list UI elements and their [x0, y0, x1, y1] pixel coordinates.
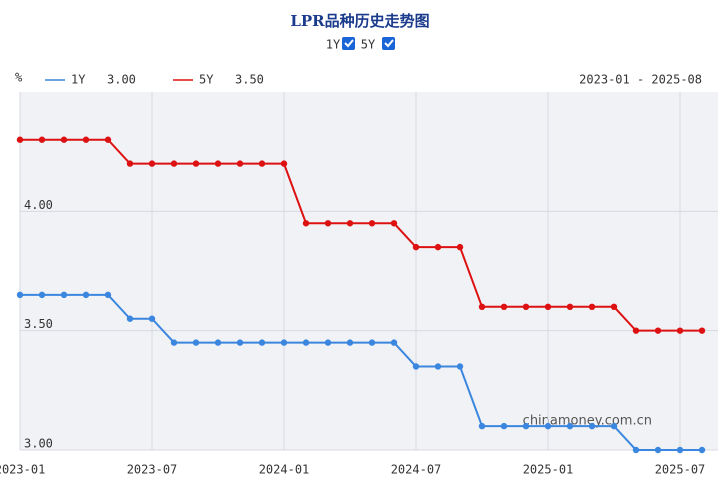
data-point	[544, 303, 552, 310]
data-point	[236, 160, 244, 167]
data-point	[390, 339, 398, 346]
x-tick-label: 2023-01	[0, 463, 45, 477]
legend-label: 5Y	[199, 73, 214, 87]
data-point	[60, 291, 68, 299]
data-point	[456, 363, 464, 370]
checkbox[interactable]	[342, 37, 355, 50]
series-line	[20, 138, 702, 332]
data-point	[632, 327, 640, 334]
data-point	[38, 136, 46, 143]
data-point	[500, 422, 508, 430]
toggle-label: 5Y	[361, 38, 376, 52]
data-point	[368, 220, 376, 227]
data-point	[82, 136, 90, 143]
data-point	[148, 315, 156, 322]
data-point	[412, 243, 420, 251]
data-point	[412, 363, 420, 370]
y-tick-label: 4.00	[24, 198, 53, 212]
toggle-label: 1Y	[326, 38, 341, 52]
x-tick-label: 2023-07	[127, 463, 178, 477]
data-point	[302, 339, 310, 346]
data-point	[346, 339, 354, 346]
data-point	[280, 160, 288, 167]
data-point	[104, 291, 112, 299]
x-tick-label: 2024-07	[391, 463, 442, 477]
data-point	[390, 220, 398, 227]
data-point	[654, 446, 662, 454]
data-point	[478, 303, 486, 310]
x-tick-label: 2025-07	[655, 463, 706, 477]
plot-area	[20, 92, 718, 450]
data-point	[324, 220, 332, 227]
y-tick-label: 3.00	[24, 437, 53, 451]
legend-label: 1Y	[71, 73, 86, 87]
data-point	[104, 136, 112, 143]
data-point	[676, 327, 684, 334]
data-point	[214, 160, 222, 167]
y-unit: %	[15, 71, 23, 85]
data-point	[698, 327, 706, 334]
data-point	[346, 220, 354, 227]
data-point	[258, 160, 266, 167]
data-point	[214, 339, 222, 346]
data-point	[698, 446, 706, 454]
data-point	[38, 291, 46, 299]
data-point	[610, 422, 618, 430]
data-point	[192, 160, 200, 167]
data-point	[368, 339, 376, 346]
range-label: 2023-01 - 2025-08	[579, 73, 702, 87]
data-point	[632, 446, 640, 454]
legend-value: 3.00	[107, 73, 136, 87]
data-point	[324, 339, 332, 346]
data-point	[500, 303, 508, 310]
data-point	[566, 303, 574, 310]
data-point	[544, 422, 552, 430]
x-tick-label: 2025-01	[523, 463, 574, 477]
checkbox[interactable]	[382, 37, 395, 50]
series-line	[20, 293, 702, 451]
data-point	[676, 446, 684, 454]
data-point	[60, 136, 68, 143]
data-point	[434, 363, 442, 370]
data-point	[588, 422, 596, 430]
chart-title: LPR品种历史走势图	[290, 12, 429, 30]
x-tick-label: 2024-01	[259, 463, 310, 477]
data-point	[192, 339, 200, 346]
data-point	[82, 291, 90, 299]
data-point	[434, 243, 442, 251]
y-tick-label: 3.50	[24, 317, 53, 331]
data-point	[16, 291, 24, 299]
data-point	[126, 160, 134, 167]
data-point	[258, 339, 266, 346]
data-point	[654, 327, 662, 334]
data-point	[566, 422, 574, 430]
data-point	[456, 243, 464, 251]
data-point	[280, 339, 288, 346]
data-point	[302, 220, 310, 227]
data-point	[522, 303, 530, 310]
data-point	[236, 339, 244, 346]
data-point	[522, 422, 530, 430]
legend-value: 3.50	[235, 73, 264, 87]
data-point	[16, 136, 24, 143]
data-point	[170, 339, 178, 346]
watermark: chinamoney.com.cn	[523, 414, 652, 429]
data-point	[610, 303, 618, 310]
data-point	[170, 160, 178, 167]
data-point	[148, 160, 156, 167]
data-point	[478, 422, 486, 430]
data-point	[126, 315, 134, 322]
data-point	[588, 303, 596, 310]
